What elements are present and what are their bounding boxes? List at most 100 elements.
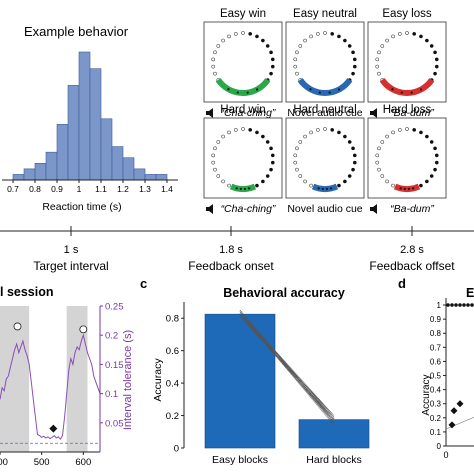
histogram-bar	[45, 151, 58, 181]
feedback-ring-dot	[303, 134, 307, 139]
feedback-caption: “Ba-dum”	[390, 203, 434, 215]
feedback-ring-dot	[269, 167, 273, 172]
scatter-y-tick-label: 0.9	[430, 315, 442, 324]
feedback-ring-dot	[351, 50, 355, 55]
timeline-label: Feedback onset	[188, 259, 274, 273]
scatter-y-tick-label: 0.7	[430, 343, 442, 352]
session-circle-marker	[79, 325, 88, 334]
histogram-bar	[89, 68, 102, 181]
feedback-arc-dot	[391, 88, 394, 91]
histogram-tick-label: 1.3	[139, 184, 151, 194]
feedback-arc-dot	[400, 91, 403, 94]
feedback-ring-dot	[221, 38, 225, 43]
feedback-ring-dot	[213, 71, 217, 76]
feedback-ring-dot	[309, 34, 313, 39]
feedback-arc	[297, 78, 353, 96]
feedback-ring-dot	[385, 179, 389, 184]
feedback-frame	[367, 21, 447, 103]
feedback-ring-dot	[270, 57, 275, 62]
feedback-ring-dot	[337, 130, 341, 135]
feedback-label: Easy loss	[382, 8, 431, 20]
accuracy-y-tick-label: 0.6	[166, 346, 179, 357]
scatter-y-tick-label: 0.5	[430, 372, 442, 381]
accuracy-bar	[298, 419, 370, 449]
histogram-panel: Example behavior 0.7 0.8 0.9 1 1.1 1.2 1.3 1.4 …	[2, 24, 178, 213]
feedback-arc	[229, 183, 257, 192]
session-y-tick-label: 0.1	[105, 389, 118, 400]
feedback-ring-dot	[351, 167, 355, 172]
feedback-ring-dot	[270, 64, 275, 69]
feedback-arc-dot	[255, 88, 259, 91]
feedback-ring-dot	[295, 167, 299, 172]
feedback-ring-dot	[434, 160, 439, 165]
histogram-tick-label: 0.7	[7, 184, 19, 194]
feedback-label: Hard neutral	[293, 104, 356, 116]
feedback-ring-dot	[412, 128, 417, 132]
session-circle-marker	[13, 322, 22, 331]
feedback-ring-dot	[375, 57, 380, 62]
feedback-caption: “Cha-ching”	[221, 203, 276, 215]
session-x-tick-label: 400	[0, 457, 8, 468]
feedback-ring-dot	[351, 146, 355, 151]
scatter-y-tick-label: 0.2	[430, 414, 442, 423]
feedback-ring-dot	[385, 134, 389, 139]
feedback-ring-dot	[261, 179, 265, 184]
feedback-caption: “Ba-dum”	[390, 107, 434, 119]
timeline-time: 2.8 s	[400, 244, 424, 256]
accuracy-subject-line	[239, 311, 335, 418]
histogram-bar	[56, 124, 69, 181]
feedback-ring-dot	[298, 44, 303, 48]
feedback-ring-dot	[425, 134, 429, 139]
feedback-ring-dot	[295, 146, 299, 151]
feedback-frame	[285, 21, 365, 103]
scatter-diamond-point	[450, 407, 458, 415]
feedback-ring-dot	[211, 153, 216, 158]
feedback-ring-dot	[433, 146, 437, 151]
feedback-ring-dot	[241, 127, 245, 131]
histogram-bar	[100, 118, 113, 181]
feedback-ring-dot	[397, 32, 402, 36]
feedback-ring-dot	[227, 183, 231, 188]
feedback-ring-dot	[309, 183, 313, 188]
feedback-arc-dot	[337, 88, 341, 91]
feedback-ring-dot	[425, 179, 429, 184]
feedback-ring-dot	[323, 127, 327, 131]
scatter-y-tick-label: 0	[437, 442, 442, 451]
feedback-ring-dot	[343, 179, 347, 184]
histogram-bar	[122, 157, 135, 181]
panel-letter-d: d	[398, 276, 406, 291]
feedback-caption: Novel audio cue	[287, 107, 362, 119]
feedback-ring-dot	[241, 31, 245, 35]
feedback-ring-dot	[233, 128, 238, 132]
feedback-ring-dot	[405, 31, 409, 35]
feedback-ring-dot	[380, 174, 385, 178]
feedback-ring-dot	[337, 34, 341, 39]
feedback-ring-dot	[391, 183, 395, 188]
timeline-time: 1.8 s	[219, 244, 243, 256]
accuracy-category-label: Hard blocks	[306, 454, 361, 466]
scatter-diamond-point	[456, 400, 464, 408]
histogram-tick-label: 1	[77, 184, 82, 194]
accuracy-ylabel: Accuracy	[152, 358, 164, 402]
feedback-ring-dot	[330, 128, 335, 132]
scatter-diamond-point	[448, 421, 456, 429]
feedback-ring-dot	[433, 50, 437, 55]
feedback-ring-dot	[347, 140, 352, 144]
timeline: 1 s Target interval 1.8 s Feedback onset 2.8…	[0, 226, 474, 273]
feedback-ring-dot	[255, 130, 259, 135]
feedback-ring-dot	[434, 57, 439, 62]
feedback-arc	[379, 78, 435, 96]
feedback-ring-dot	[261, 38, 265, 43]
histogram-tick-label: 1.2	[117, 184, 129, 194]
feedback-ring-dot	[377, 146, 381, 151]
feedback-arc-dot	[235, 187, 238, 190]
feedback-ring-dot	[255, 34, 259, 39]
accuracy-category-label: Easy blocks	[212, 454, 268, 466]
feedback-ring-dot	[429, 44, 434, 48]
feedback-ring-dot	[293, 57, 298, 62]
feedback-ring-dot	[315, 32, 320, 36]
session-diamond-marker	[49, 424, 58, 433]
scatter-top-point	[462, 303, 466, 307]
feedback-arc-dot	[227, 88, 230, 91]
scatter-x-tick-label: 0	[443, 450, 448, 460]
